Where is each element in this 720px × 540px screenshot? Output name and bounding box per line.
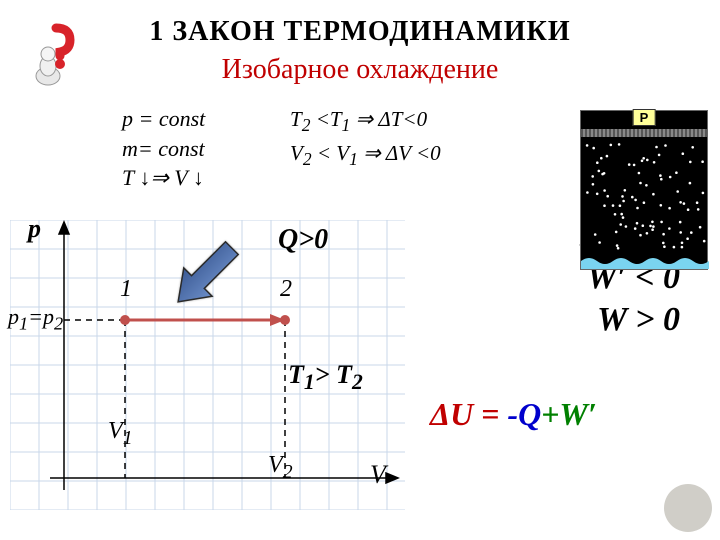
point-1-label: 1 [120,276,132,303]
inequalities-block: T2 <T1 ⇒ ΔT<0 V2 < V1 ⇒ ΔV <0 [290,104,441,173]
page-title: 1 ЗАКОН ТЕРМОДИНАМИКИ [0,16,720,48]
ineq-line1: T2 <T1 ⇒ ΔT<0 [290,104,441,138]
cond-line3: T ↓⇒ V ↓ [122,163,205,193]
point-2-label: 2 [280,276,292,303]
final-plusW: +W′ [541,396,597,432]
q-label: Q>0 [278,224,328,256]
point-1-marker [120,315,130,325]
liquid-surface-icon [581,255,709,269]
ineq-line2: V2 < V1 ⇒ ΔV <0 [290,138,441,172]
final-equation: ΔU = -Q+W′ [430,396,597,433]
final-negQ: -Q [507,396,541,432]
corner-circle-icon [664,484,712,532]
point-2-marker [280,315,290,325]
gas-particles-icon [581,111,709,271]
t-label: T1> T2 [288,360,363,395]
cond-line1: p = const [122,104,205,134]
pv-graph: p V 1 2 p1=p2 V1 V2 Q>0 T1> T2 [10,220,405,510]
axis-v-label: V [370,460,386,490]
v1-label: V1 [108,418,133,450]
result-W: W > 0 [440,299,680,342]
p1p2-label: p1=p2 [8,304,63,334]
gas-simulation: P [580,110,708,270]
v2-label: V2 [268,452,293,484]
conditions-block: p = const m= const T ↓⇒ V ↓ [122,104,205,193]
page-subtitle: Изобарное охлаждение [0,54,720,86]
cond-line2: m= const [122,134,205,164]
final-prefix: ΔU = [430,396,507,432]
axis-p-label: p [28,214,41,244]
